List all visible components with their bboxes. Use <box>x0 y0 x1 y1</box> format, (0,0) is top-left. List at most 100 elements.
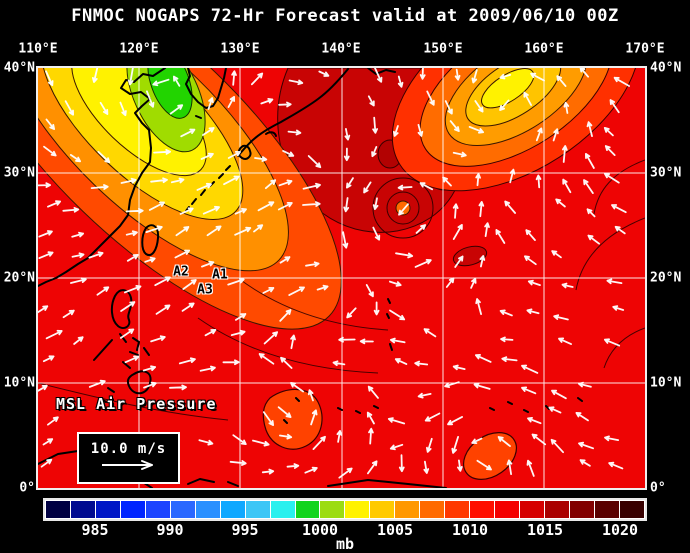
wind-arrow <box>548 406 562 414</box>
wind-arrow <box>90 184 109 190</box>
wind-arrow <box>152 78 170 87</box>
colorbar-segment <box>320 501 345 518</box>
wind-arrow <box>394 358 408 365</box>
wind-arrow <box>562 178 572 194</box>
wind-arrow <box>229 460 247 466</box>
colorbar-segment <box>270 501 295 518</box>
wind-arrow <box>397 75 404 88</box>
wind-arrow <box>346 307 357 319</box>
wind-arrow <box>286 463 300 469</box>
wind-arrow <box>126 254 139 262</box>
wind-arrow <box>372 226 381 241</box>
wind-arrow <box>473 382 491 390</box>
wind-arrow <box>338 336 356 343</box>
wind-arrow <box>202 205 220 215</box>
lat-tick-left: 20°N <box>3 270 35 286</box>
lat-tick-left: 10°N <box>3 375 35 391</box>
wind-arrow <box>154 276 171 287</box>
wind-arrow <box>366 411 375 425</box>
colorbar-segment <box>70 501 95 518</box>
wind-arrow <box>423 460 430 474</box>
wind-arrow <box>531 433 547 446</box>
wind-arrow <box>196 182 212 191</box>
wind-arrow <box>447 416 463 426</box>
wind-arrow <box>368 427 374 445</box>
wind-arrow <box>395 252 414 259</box>
wind-arrow <box>419 182 434 191</box>
wind-arrow <box>471 69 478 84</box>
wind-arrow <box>38 251 54 259</box>
wind-arrow <box>346 177 354 189</box>
wind-arrow <box>178 357 196 365</box>
colorbar-tick: 1005 <box>376 521 414 539</box>
wind-arrow <box>260 98 274 105</box>
wind-arrow <box>371 146 378 158</box>
wind-arrow <box>397 184 413 191</box>
wind-arrow <box>43 145 57 157</box>
wind-arrow <box>561 282 574 289</box>
wind-arrow <box>604 172 620 184</box>
colorbar-unit: mb <box>335 535 355 553</box>
wind-arrow <box>227 96 235 108</box>
wind-arrow <box>148 201 165 211</box>
wind-arrow <box>97 150 111 164</box>
colorbar-segment <box>195 501 220 518</box>
lon-tick: 110°E <box>18 41 58 57</box>
wind-arrow <box>506 459 513 475</box>
wind-arrow <box>372 197 379 210</box>
wind-arrow <box>318 70 330 77</box>
colorbar-segment <box>395 501 420 518</box>
wind-arrow <box>227 151 241 159</box>
wind-arrow <box>262 287 275 294</box>
wind-arrow <box>45 118 55 130</box>
wind-arrow <box>38 182 51 188</box>
wind-arrow <box>145 225 163 233</box>
wind-arrow <box>38 230 53 238</box>
storm-label-a2: A2 <box>173 264 189 280</box>
colorbar-segment <box>594 501 619 518</box>
wind-arrow <box>509 168 516 184</box>
wind-arrow <box>479 255 486 268</box>
wind-arrow <box>222 359 240 366</box>
colorbar-segment <box>619 501 644 518</box>
wind-arrow <box>452 224 463 240</box>
wind-arrow <box>279 309 292 322</box>
colorbar-segment <box>345 501 370 518</box>
lat-tick-right: 30°N <box>650 165 682 181</box>
wind-arrow <box>253 224 264 233</box>
lat-tick-left: 0° <box>19 480 35 496</box>
wind-arrow <box>530 72 545 82</box>
wind-arrow <box>521 386 537 395</box>
colorbar-tick: 995 <box>231 521 259 539</box>
wind-arrow <box>445 277 455 288</box>
storm-label-a1: A1 <box>212 267 228 283</box>
wind-arrow <box>45 70 54 87</box>
wind-arrow <box>527 279 541 286</box>
lon-tick: 170°E <box>625 41 665 57</box>
wind-arrow <box>523 91 532 106</box>
wind-arrow <box>575 412 589 422</box>
wind-arrow <box>232 434 247 445</box>
wind-arrow <box>586 121 593 137</box>
wind-arrow <box>614 225 626 235</box>
wind-arrow <box>372 116 378 134</box>
wind-arrow <box>415 224 426 234</box>
wind-arrow <box>234 226 252 236</box>
wind-arrow <box>495 229 506 244</box>
wind-arrow <box>398 203 409 216</box>
wind-arrow <box>414 360 429 367</box>
wind-arrow <box>206 225 222 237</box>
wind-arrow <box>312 435 326 450</box>
wind-arrow <box>579 459 591 467</box>
wind-arrow <box>288 286 305 296</box>
wind-arrow <box>451 436 459 454</box>
wind-arrow <box>92 68 99 83</box>
wind-arrow <box>478 201 485 218</box>
wind-arrow <box>586 208 596 218</box>
wind-arrow <box>475 173 481 187</box>
lon-tick: 160°E <box>524 41 564 57</box>
wind-arrow <box>454 255 464 268</box>
wind-arrow <box>454 68 461 81</box>
colorbar-segment <box>570 501 594 518</box>
wind-arrow <box>468 126 484 134</box>
